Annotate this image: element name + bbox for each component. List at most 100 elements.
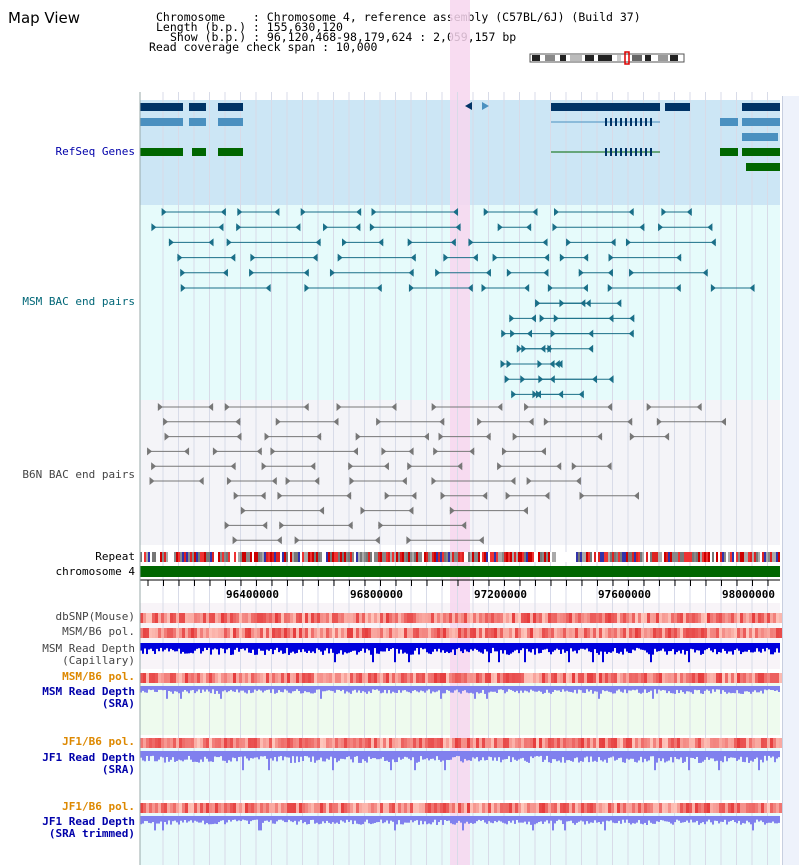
- msm-pol-heat-cell: [230, 628, 233, 638]
- msm-depth-cap-bar: [290, 643, 292, 653]
- msm-depth-sra-bar: [240, 686, 242, 691]
- dbsnp-heat-cell: [167, 613, 170, 623]
- repeat-segment: [144, 552, 146, 562]
- repeat-segment: [658, 552, 660, 562]
- repeat-segment: [432, 552, 434, 562]
- msm-depth-sra-bar: [628, 686, 630, 691]
- dbsnp-heat-cell: [317, 613, 320, 623]
- msm-depth-sra-bar: [418, 686, 420, 693]
- msm-depth-cap-bar: [558, 643, 560, 650]
- msm-pol2-heat-cell: [647, 673, 650, 683]
- jf1-pol-heat-cell: [449, 738, 452, 748]
- jf1-depth-sra-bar: [414, 751, 416, 771]
- jf1-pol2-heat-cell: [233, 803, 236, 813]
- msm-pol2-heat-cell: [599, 673, 602, 683]
- repeat-segment: [260, 552, 262, 562]
- dbsnp-heat-cell: [371, 613, 374, 623]
- repeat-segment: [478, 552, 480, 562]
- jf1-depth-sra-bar: [538, 751, 540, 757]
- repeat-segment: [464, 552, 466, 562]
- msm-pol-heat-cell: [539, 628, 542, 638]
- track-label-msm-bac[interactable]: MSM BAC end pairs: [22, 295, 135, 308]
- msm-pol2-heat-cell: [206, 673, 209, 683]
- msm-pol2-heat-cell: [671, 673, 674, 683]
- jf1-pol-heat-cell: [575, 738, 578, 748]
- jf1-depth-trim-bar: [480, 816, 482, 821]
- msm-depth-sra-bar: [664, 686, 666, 691]
- msm-depth-sra-bar: [406, 686, 408, 692]
- msm-pol2-heat-cell: [407, 673, 410, 683]
- repeat-segment: [314, 552, 316, 562]
- jf1-depth-trim-bar: [266, 816, 268, 821]
- jf1-depth-sra-bar: [320, 751, 322, 758]
- repeat-segment: [354, 552, 356, 562]
- track-label-refseq[interactable]: RefSeq Genes: [55, 145, 135, 158]
- repeat-segment: [348, 552, 350, 562]
- jf1-pol2-heat-cell: [674, 803, 677, 813]
- msm-depth-cap-bar: [322, 643, 324, 655]
- jf1-pol2-heat-cell: [332, 803, 335, 813]
- jf1-depth-sra-bar: [222, 751, 224, 761]
- msm-depth-cap-bar: [768, 643, 770, 650]
- jf1-depth-trim-bar: [688, 816, 690, 823]
- repeat-segment: [452, 552, 454, 562]
- msm-depth-sra-bar: [590, 686, 592, 690]
- msm-depth-sra-bar: [706, 686, 708, 690]
- msm-pol-heat-cell: [641, 628, 644, 638]
- msm-pol2-heat-cell: [227, 673, 230, 683]
- jf1-depth-trim-bar: [166, 816, 168, 825]
- repeat-segment: [446, 552, 448, 562]
- jf1-depth-sra-bar: [236, 751, 238, 762]
- jf1-depth-sra-bar: [258, 751, 260, 760]
- jf1-depth-trim-bar: [342, 816, 344, 822]
- msm-depth-cap-bar: [304, 643, 306, 652]
- gene-exon-block: [192, 148, 206, 156]
- dbsnp-heat-cell: [770, 613, 773, 623]
- repeat-segment: [760, 552, 762, 562]
- jf1-depth-trim-bar: [154, 816, 156, 831]
- jf1-depth-sra-bar: [598, 751, 600, 758]
- jf1-depth-trim-bar: [278, 816, 280, 820]
- msm-depth-sra-bar: [236, 686, 238, 690]
- repeat-segment: [282, 552, 284, 562]
- repeat-segment: [190, 552, 192, 562]
- msm-depth-cap-bar: [548, 643, 550, 653]
- vertical-scrollbar[interactable]: [782, 96, 799, 865]
- msm-pol-heat-cell: [527, 628, 530, 638]
- msm-pol-heat-cell: [467, 628, 470, 638]
- jf1-depth-sra-bar: [192, 751, 194, 762]
- repeat-segment: [514, 552, 516, 562]
- jf1-depth-trim-bar: [390, 816, 392, 821]
- repeat-segment: [574, 552, 576, 562]
- jf1-depth-trim-bar: [696, 816, 698, 821]
- msm-depth-cap-bar: [650, 643, 652, 663]
- track-label-b6n-bac[interactable]: B6N BAC end pairs: [22, 468, 135, 481]
- jf1-depth-sra-bar: [778, 751, 780, 758]
- b6n-bac-pair-end: [383, 462, 389, 471]
- jf1-pol2-heat-cell: [656, 803, 659, 813]
- jf1-depth-trim-bar: [332, 816, 334, 823]
- jf1-depth-trim-bar: [670, 816, 672, 824]
- msm-pol2-heat-cell: [428, 673, 431, 683]
- dbsnp-heat-cell: [305, 613, 308, 623]
- msm-depth-sra-bar: [586, 686, 588, 690]
- dbsnp-heat-cell: [272, 613, 275, 623]
- msm-pol-heat-cell: [530, 628, 533, 638]
- jf1-depth-sra-bar: [206, 751, 208, 759]
- jf1-depth-trim-bar: [644, 816, 646, 823]
- jf1-depth-sra-bar: [218, 751, 220, 758]
- coverage-span-info: Read coverage check span : 10,000: [149, 40, 378, 54]
- repeat-segment: [590, 552, 592, 562]
- repeat-segment: [244, 552, 246, 562]
- jf1-depth-sra-bar: [726, 751, 728, 762]
- jf1-depth-trim-bar: [754, 816, 756, 823]
- repeat-segment: [254, 552, 256, 562]
- repeat-segment: [592, 552, 594, 562]
- jf1-pol-heat-cell: [467, 738, 470, 748]
- repeat-segment: [746, 552, 748, 562]
- jf1-pol-heat-cell: [695, 738, 698, 748]
- jf1-depth-trim-bar: [384, 816, 386, 823]
- jf1-pol2-heat-cell: [755, 803, 758, 813]
- dbsnp-heat-cell: [593, 613, 596, 623]
